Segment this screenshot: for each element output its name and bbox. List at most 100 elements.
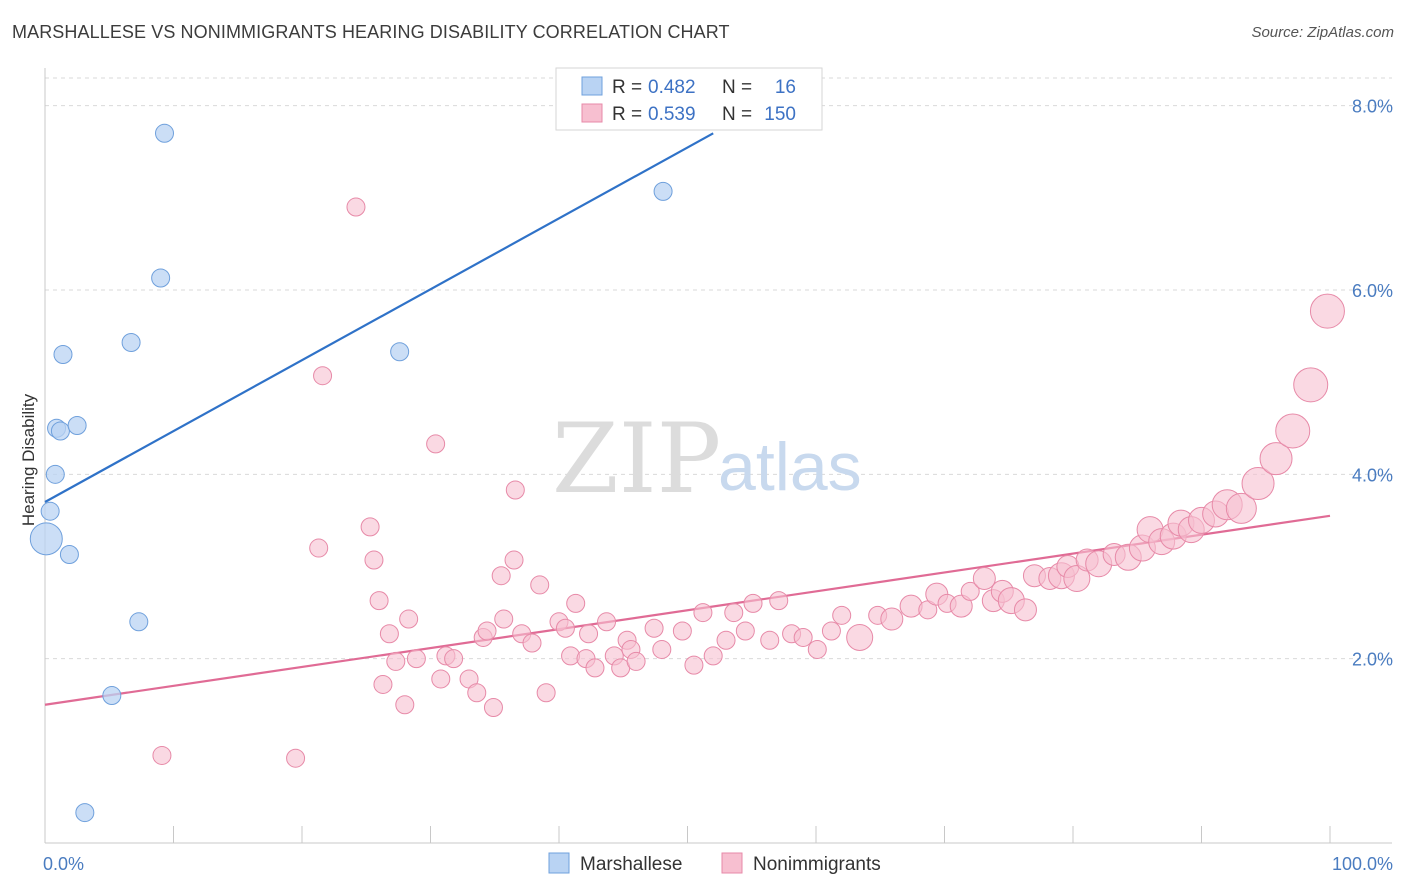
stats-r-label-marshallese: R = bbox=[612, 77, 642, 98]
point-nonimmigrants-32 bbox=[555, 618, 575, 638]
x-tick-label-1: 100.0% bbox=[1332, 854, 1393, 874]
stats-r-label-nonimmigrants: R = bbox=[612, 104, 642, 125]
stats-n-value-marshallese: 16 bbox=[775, 77, 796, 98]
point-nonimmigrants-57 bbox=[793, 627, 813, 647]
point-nonimmigrants-49 bbox=[703, 646, 723, 666]
point-nonimmigrants-38 bbox=[597, 612, 617, 632]
point-nonimmigrants-74 bbox=[1013, 598, 1037, 622]
trend-line-marshallese bbox=[44, 132, 714, 503]
point-nonimmigrants-53 bbox=[743, 593, 763, 613]
point-nonimmigrants-50 bbox=[716, 630, 736, 650]
point-nonimmigrants-2 bbox=[309, 538, 329, 558]
chart-title: MARSHALLESE VS NONIMMIGRANTS HEARING DIS… bbox=[12, 22, 730, 42]
stats-legend: R = 0.482 N = 16 R = 0.539 N = 150 bbox=[555, 67, 823, 131]
point-nonimmigrants-52 bbox=[735, 621, 755, 641]
point-nonimmigrants-69 bbox=[960, 581, 980, 601]
point-nonimmigrants-70 bbox=[972, 566, 996, 590]
point-nonimmigrants-37 bbox=[585, 658, 605, 678]
y-tick-label-0: 2.0% bbox=[1352, 650, 1393, 670]
point-marshallese-6 bbox=[59, 545, 79, 565]
source-credit: Source: ZipAtlas.com bbox=[1251, 24, 1394, 41]
point-nonimmigrants-3 bbox=[313, 366, 333, 386]
point-marshallese-0 bbox=[29, 522, 63, 556]
point-marshallese-11 bbox=[121, 333, 141, 353]
point-nonimmigrants-45 bbox=[652, 639, 672, 659]
point-nonimmigrants-6 bbox=[364, 550, 384, 570]
point-marshallese-5 bbox=[53, 345, 73, 365]
stats-n-value-nonimmigrants: 150 bbox=[764, 104, 796, 125]
point-nonimmigrants-93 bbox=[1225, 492, 1257, 524]
point-nonimmigrants-22 bbox=[483, 698, 503, 718]
point-marshallese-14 bbox=[390, 342, 410, 362]
point-nonimmigrants-43 bbox=[626, 651, 646, 671]
y-tick-label-2: 6.0% bbox=[1352, 281, 1393, 301]
point-marshallese-9 bbox=[102, 686, 122, 706]
legend-label-marshallese: Marshallese bbox=[580, 854, 682, 875]
point-nonimmigrants-30 bbox=[536, 683, 556, 703]
point-nonimmigrants-63 bbox=[880, 607, 904, 631]
point-nonimmigrants-28 bbox=[522, 633, 542, 653]
point-nonimmigrants-23 bbox=[491, 566, 511, 586]
point-nonimmigrants-51 bbox=[724, 603, 744, 623]
point-nonimmigrants-79 bbox=[1063, 564, 1091, 592]
point-marshallese-7 bbox=[67, 415, 87, 435]
tick-labels: 2.0% 4.0% 6.0% 8.0% 0.0% 100.0% bbox=[43, 97, 1393, 874]
watermark-zip: ZIP bbox=[552, 403, 721, 515]
point-nonimmigrants-10 bbox=[386, 651, 406, 671]
point-nonimmigrants-68 bbox=[949, 594, 973, 618]
point-nonimmigrants-36 bbox=[579, 624, 599, 644]
point-nonimmigrants-59 bbox=[821, 621, 841, 641]
y-tick-label-3: 8.0% bbox=[1352, 97, 1393, 117]
point-nonimmigrants-97 bbox=[1293, 367, 1329, 403]
stats-r-value-marshallese: 0.482 bbox=[648, 77, 696, 98]
point-nonimmigrants-98 bbox=[1309, 293, 1345, 329]
legend-swatch-marshallese bbox=[548, 852, 570, 874]
point-nonimmigrants-60 bbox=[832, 605, 852, 625]
stats-n-label-nonimmigrants: N = bbox=[722, 104, 752, 125]
point-nonimmigrants-58 bbox=[807, 639, 827, 659]
point-nonimmigrants-54 bbox=[760, 630, 780, 650]
point-nonimmigrants-0 bbox=[152, 745, 172, 765]
series-legend: Marshallese Nonimmigrants bbox=[548, 852, 881, 875]
grid-lines bbox=[45, 77, 1392, 660]
point-nonimmigrants-46 bbox=[672, 621, 692, 641]
point-nonimmigrants-15 bbox=[431, 669, 451, 689]
point-nonimmigrants-95 bbox=[1259, 442, 1293, 476]
point-nonimmigrants-24 bbox=[494, 609, 514, 629]
data-points bbox=[29, 123, 1345, 823]
x-tick-label-0: 0.0% bbox=[43, 854, 84, 874]
point-nonimmigrants-47 bbox=[684, 655, 704, 675]
point-nonimmigrants-1 bbox=[286, 748, 306, 768]
point-nonimmigrants-19 bbox=[467, 683, 487, 703]
stats-legend-swatch-nonimmigrants bbox=[581, 103, 603, 123]
point-marshallese-4 bbox=[50, 421, 70, 441]
point-nonimmigrants-12 bbox=[399, 609, 419, 629]
stats-n-label-marshallese: N = bbox=[722, 77, 752, 98]
point-nonimmigrants-29 bbox=[530, 575, 550, 595]
point-marshallese-1 bbox=[40, 501, 60, 521]
point-nonimmigrants-55 bbox=[769, 591, 789, 611]
point-nonimmigrants-96 bbox=[1275, 413, 1311, 449]
point-nonimmigrants-64 bbox=[899, 594, 923, 618]
point-nonimmigrants-8 bbox=[373, 674, 393, 694]
point-nonimmigrants-11 bbox=[395, 695, 415, 715]
point-nonimmigrants-26 bbox=[505, 480, 525, 500]
point-nonimmigrants-9 bbox=[379, 624, 399, 644]
point-nonimmigrants-33 bbox=[561, 646, 581, 666]
point-nonimmigrants-48 bbox=[693, 603, 713, 623]
point-marshallese-10 bbox=[129, 612, 149, 632]
legend-label-nonimmigrants: Nonimmigrants bbox=[753, 854, 881, 875]
point-nonimmigrants-5 bbox=[360, 517, 380, 537]
point-nonimmigrants-94 bbox=[1241, 467, 1275, 501]
point-nonimmigrants-34 bbox=[566, 593, 586, 613]
stats-r-value-nonimmigrants: 0.539 bbox=[648, 104, 696, 125]
point-marshallese-2 bbox=[45, 464, 65, 484]
point-marshallese-15 bbox=[653, 181, 673, 201]
point-nonimmigrants-13 bbox=[406, 649, 426, 669]
point-nonimmigrants-25 bbox=[504, 550, 524, 570]
watermark-atlas: atlas bbox=[718, 429, 862, 505]
axes bbox=[44, 68, 1392, 844]
point-nonimmigrants-7 bbox=[369, 591, 389, 611]
y-axis-title: Hearing Disability bbox=[19, 393, 38, 526]
